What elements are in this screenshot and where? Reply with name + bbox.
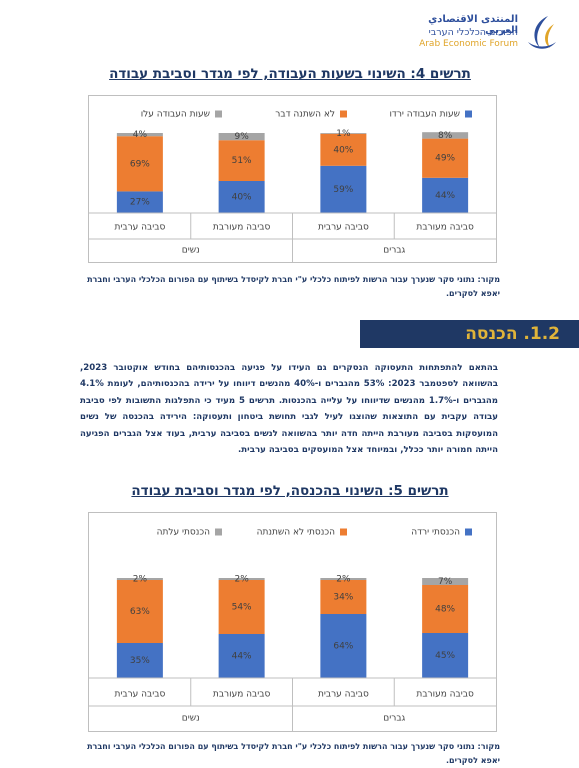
bar-segment bbox=[320, 578, 367, 580]
chart-frame: הכנסתי ירדה הכנסתי לא השתנתה הכנסתי עלתה 35… bbox=[88, 512, 497, 732]
section-title: 1.2. הכנסה bbox=[465, 324, 560, 344]
x-tick-label: סביבה ערבית bbox=[318, 690, 369, 700]
bar-segment bbox=[116, 580, 163, 643]
data-label: 64% bbox=[333, 642, 353, 652]
group-label: גברים bbox=[383, 714, 405, 724]
x-tick-label: סביבה ערבית bbox=[114, 690, 165, 700]
data-label: 9% bbox=[234, 132, 249, 142]
bar-segment bbox=[422, 132, 469, 139]
legend-label: שעות העבודה ירדו bbox=[389, 110, 460, 120]
bar-segment bbox=[116, 191, 163, 213]
data-label: 54% bbox=[232, 603, 252, 613]
legend-marker bbox=[340, 528, 347, 536]
data-label: 1% bbox=[336, 129, 351, 139]
chart-title: תרשים 5: השינוי בהכנסה, לפי מגדר וסביבת … bbox=[131, 483, 449, 499]
group-label: נשים bbox=[182, 714, 200, 724]
legend-label: לא השתנה דבר bbox=[275, 110, 335, 120]
data-label: 48% bbox=[435, 605, 455, 615]
data-label: 44% bbox=[435, 191, 455, 201]
legend-label: הכנסתי ירדה bbox=[411, 528, 460, 538]
bar-segment bbox=[218, 634, 265, 678]
legend-label: הכנסתי לא השתנתה bbox=[257, 528, 336, 538]
x-tick-label: סביבה ערבית bbox=[318, 223, 369, 233]
data-label: 8% bbox=[438, 131, 453, 141]
bar-segment bbox=[218, 133, 265, 141]
data-label: 40% bbox=[232, 193, 252, 203]
group-label: נשים bbox=[182, 246, 200, 256]
logo-hebrew: הפורום הכלכלי הערבי bbox=[428, 27, 518, 38]
bar-segment bbox=[422, 578, 469, 585]
bar-segment bbox=[422, 177, 469, 213]
section-banner bbox=[360, 320, 579, 348]
data-label: 49% bbox=[435, 154, 455, 164]
data-label: 2% bbox=[336, 575, 351, 585]
chart: שעות העבודה ירדו לא השתנה דבר שעות העבודה … bbox=[89, 110, 496, 262]
group-label: גברים bbox=[383, 246, 405, 256]
data-label: 63% bbox=[130, 607, 150, 617]
x-tick-label: סביבה ערבית bbox=[114, 223, 165, 233]
bar-segment bbox=[320, 165, 367, 213]
data-label: 27% bbox=[130, 198, 150, 208]
data-label: 45% bbox=[435, 651, 455, 661]
x-tick-label: סביבה מעורבת bbox=[213, 690, 271, 700]
source-note: מקור: נתוני סקר שנערך עבור הרשות לפיתוח … bbox=[87, 742, 500, 765]
data-label: 2% bbox=[133, 575, 148, 585]
x-tick-label: סביבה מעורבת bbox=[416, 223, 474, 233]
bar-segment bbox=[116, 133, 163, 137]
legend-marker bbox=[215, 528, 222, 536]
data-label: 69% bbox=[130, 159, 150, 169]
data-label: 35% bbox=[130, 656, 150, 666]
chart-title: תרשים 4: השינוי בשעות העבודה, לפי מגדר ו… bbox=[109, 66, 471, 82]
legend-marker bbox=[215, 110, 222, 118]
logo-icon bbox=[528, 16, 556, 49]
bar-segment bbox=[218, 580, 265, 634]
logo-arabic: المنتدى الاقتصادي العربي bbox=[428, 14, 518, 36]
data-label: 44% bbox=[232, 652, 252, 662]
data-label: 34% bbox=[333, 593, 353, 603]
source-note: מקור: נתוני סקר שנערך עבור הרשות לפיתוח … bbox=[87, 275, 500, 298]
bar-segment bbox=[320, 133, 367, 134]
legend-marker bbox=[465, 528, 472, 536]
bar-segment bbox=[422, 138, 469, 178]
legend-label: הכנסתי עלתה bbox=[157, 528, 211, 538]
legend-marker bbox=[465, 110, 472, 118]
x-tick-label: סביבה מעורבת bbox=[416, 690, 474, 700]
paragraph: בהתאם להתפתחות התעסוקה הנסקרים גם העידו … bbox=[80, 363, 498, 456]
bar-segment bbox=[320, 580, 367, 614]
bar-segment bbox=[422, 585, 469, 633]
bar-segment bbox=[218, 578, 265, 580]
data-label: 4% bbox=[133, 130, 148, 140]
bar-segment bbox=[320, 614, 367, 678]
data-label: 2% bbox=[234, 575, 249, 585]
data-label: 51% bbox=[232, 156, 252, 166]
chart: הכנסתי ירדה הכנסתי לא השתנתה הכנסתי עלתה 35… bbox=[89, 528, 496, 731]
logo-english: Arab Economic Forum bbox=[419, 39, 518, 49]
data-label: 40% bbox=[333, 145, 353, 155]
bar-segment bbox=[116, 578, 163, 580]
bar-segment bbox=[116, 643, 163, 678]
bar-segment bbox=[218, 140, 265, 181]
bar-segment bbox=[422, 633, 469, 678]
x-tick-label: סביבה מעורבת bbox=[213, 223, 271, 233]
chart-frame: שעות העבודה ירדו לא השתנה דבר שעות העבודה … bbox=[88, 95, 497, 263]
bar-segment bbox=[320, 133, 367, 166]
bar-segment bbox=[116, 136, 163, 192]
legend-marker bbox=[340, 110, 347, 118]
bar-segment bbox=[218, 181, 265, 213]
data-label: 7% bbox=[438, 577, 453, 587]
data-label: 59% bbox=[333, 185, 353, 195]
legend-label: שעות העבודה עלו bbox=[141, 110, 210, 120]
